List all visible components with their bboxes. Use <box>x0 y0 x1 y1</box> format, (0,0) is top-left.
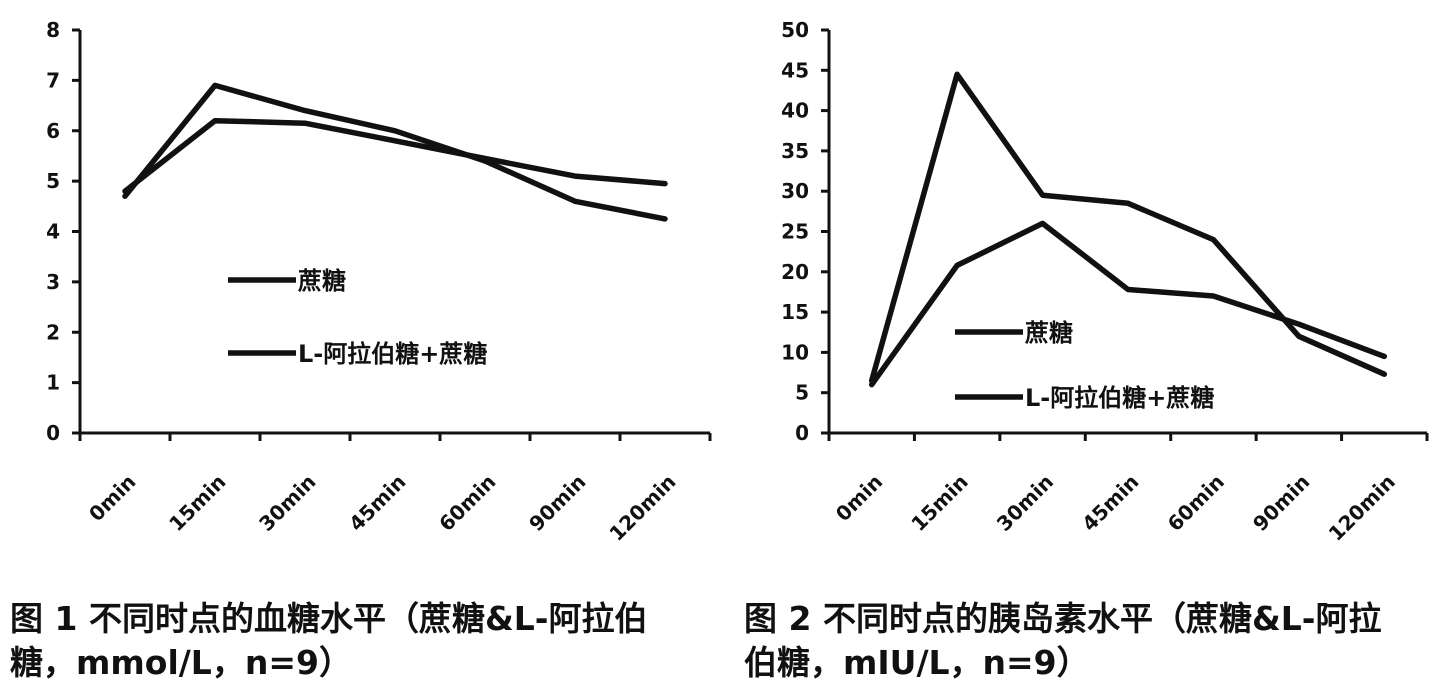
y-tick-label: 45 <box>781 58 809 82</box>
legend-label-1: 蔗糖 <box>297 267 346 295</box>
y-tick-label: 3 <box>46 270 60 294</box>
figure-1-caption-line-1: 图 1 不同时点的血糖水平（蔗糖&L-阿拉伯 <box>10 599 648 638</box>
legend-label-2: L-阿拉伯糖+蔗糖 <box>298 340 487 368</box>
y-tick-label: 15 <box>781 300 809 324</box>
x-tick-label: 45min <box>1077 470 1143 536</box>
y-tick-label: 4 <box>46 220 60 244</box>
x-tick-label: 30min <box>254 470 320 536</box>
x-tick-label: 120min <box>604 470 680 546</box>
y-tick-label: 8 <box>46 18 60 42</box>
figure-2-caption-line-1: 图 2 不同时点的胰岛素水平（蔗糖&L-阿拉 <box>744 599 1382 638</box>
x-tick-label: 45min <box>344 470 410 536</box>
legend-label-2: L-阿拉伯糖+蔗糖 <box>1025 384 1214 412</box>
series-line-2 <box>122 117 668 194</box>
y-tick-label: 50 <box>781 18 809 42</box>
y-tick-label: 10 <box>781 340 809 364</box>
x-tick-label: 90min <box>1248 470 1314 536</box>
x-tick-label: 30min <box>992 470 1058 536</box>
x-tick-label: 60min <box>434 470 500 536</box>
y-tick-label: 40 <box>781 99 809 123</box>
y-tick-label: 30 <box>781 179 809 203</box>
y-tick-label: 5 <box>795 381 809 405</box>
y-tick-label: 0 <box>46 421 60 445</box>
figure-2-caption: 图 2 不同时点的胰岛素水平（蔗糖&L-阿拉 伯糖，mIU/L，n=9） <box>744 597 1434 685</box>
y-tick-label: 0 <box>795 421 809 445</box>
insulin-chart: 0 5 10 15 20 25 30 35 40 45 50 0min 15min 30min 45min 6… <box>781 18 1429 546</box>
x-tick-label: 120min <box>1324 470 1400 546</box>
series-line-1 <box>868 71 1388 384</box>
y-tick-label: 5 <box>46 169 60 193</box>
y-tick-label: 2 <box>46 320 60 344</box>
figure-2-caption-line-2: 伯糖，mIU/L，n=9） <box>744 643 1090 682</box>
y-tick-label: 7 <box>46 68 60 92</box>
x-tick-label: 60min <box>1163 470 1229 536</box>
figure-1-caption: 图 1 不同时点的血糖水平（蔗糖&L-阿拉伯 糖，mmol/L，n=9） <box>10 597 710 685</box>
y-tick-label: 20 <box>781 260 809 284</box>
figure-1-caption-line-2: 糖，mmol/L，n=9） <box>10 643 352 682</box>
x-tick-label: 90min <box>524 470 590 536</box>
y-tick-label: 25 <box>781 220 809 244</box>
x-tick-label: 0min <box>84 470 140 526</box>
series-line-1 <box>122 82 668 222</box>
series-line-2 <box>868 220 1388 388</box>
x-tick-label: 0min <box>831 470 887 526</box>
x-tick-label: 15min <box>906 470 972 536</box>
y-tick-label: 1 <box>46 371 60 395</box>
blood-glucose-chart: 0 1 2 3 4 5 6 7 8 0min 15min 30min 45min 60min 90min 12… <box>46 18 712 546</box>
y-tick-label: 6 <box>46 119 60 143</box>
legend-label-1: 蔗糖 <box>1024 319 1073 347</box>
x-tick-label: 15min <box>164 470 230 536</box>
y-tick-label: 35 <box>781 139 809 163</box>
